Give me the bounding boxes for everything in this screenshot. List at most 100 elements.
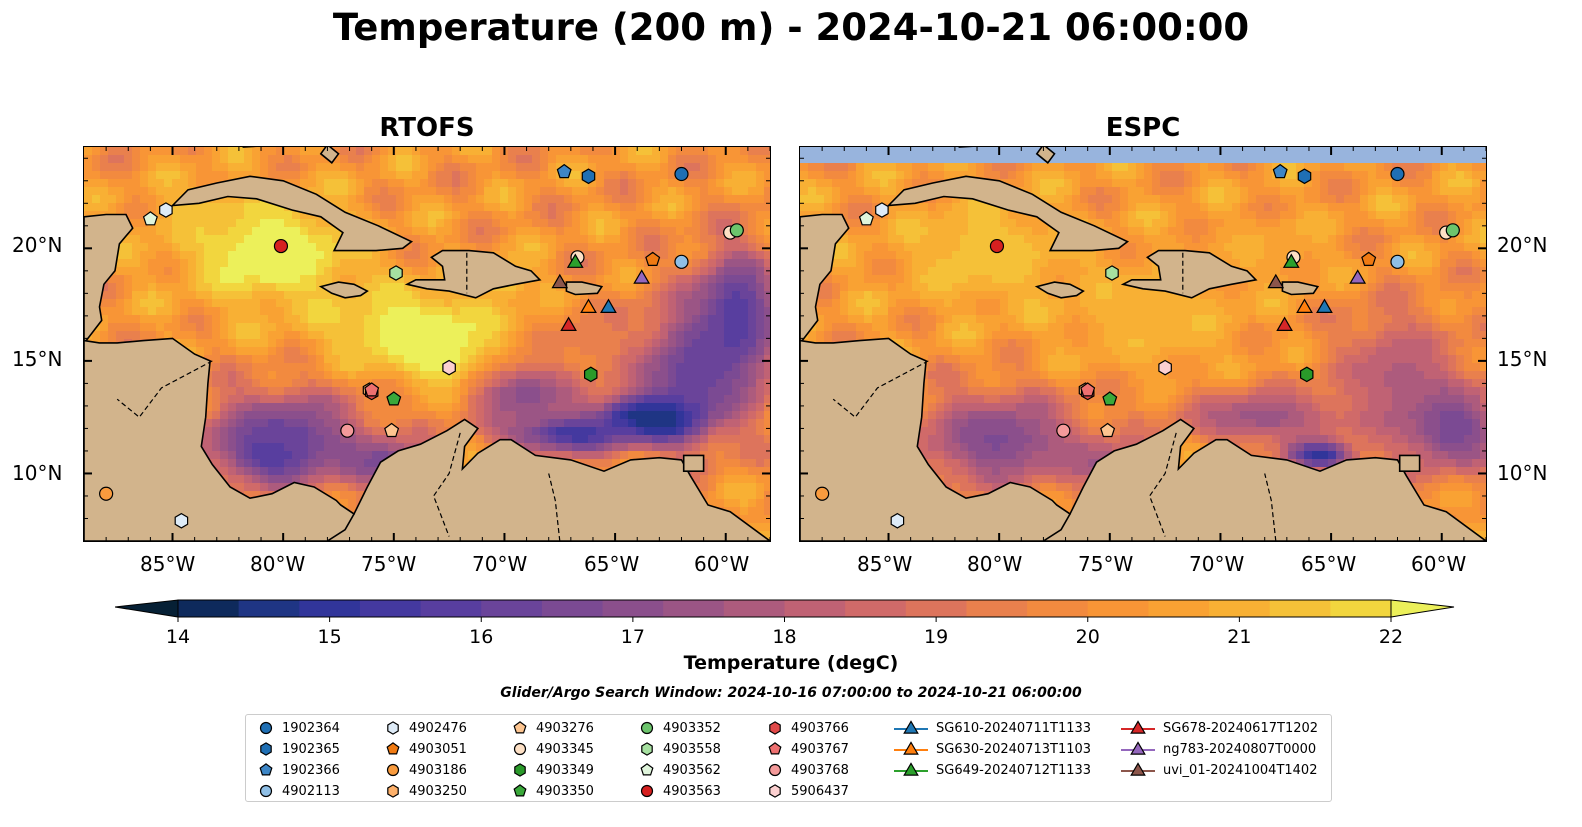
- legend-label: 4903563: [663, 783, 721, 799]
- platform-marker: [1272, 163, 1288, 179]
- platform-marker: [875, 202, 889, 218]
- platform-marker: [386, 391, 402, 406]
- platform-marker: [1158, 359, 1172, 376]
- land-yucatan: [800, 213, 850, 342]
- colorbar-tick-label: 19: [924, 626, 949, 648]
- y-tick-label: 15°N: [1497, 347, 1548, 371]
- legend-marker: [513, 721, 527, 734]
- legend-item: 4903186: [385, 760, 467, 780]
- colorbar-label: Temperature (degC): [683, 652, 899, 674]
- platform-marker: [1349, 269, 1367, 284]
- hexagon-marker-icon: [641, 742, 653, 756]
- legend-marker: [641, 742, 653, 756]
- platform-marker: [1056, 423, 1071, 438]
- hexagon-marker-icon: [769, 784, 781, 798]
- y-tick-label: 10°N: [12, 461, 63, 485]
- x-tick-label: 85°W: [140, 552, 196, 576]
- x-tick-label: 70°W: [1189, 552, 1245, 576]
- pentagon-marker-icon: [513, 784, 527, 797]
- platform-marker: [174, 512, 189, 529]
- legend-marker: [513, 784, 527, 797]
- legend-label: 4902476: [409, 720, 467, 736]
- platform-marker: [1390, 166, 1405, 182]
- platform-marker: [1102, 391, 1118, 406]
- legend-item: 4903563: [639, 781, 721, 801]
- legend-label: SG630-20240713T1103: [936, 741, 1092, 757]
- legend-item: 4903766: [767, 718, 849, 738]
- legend-item: 4903558: [639, 739, 721, 759]
- colorbar-tick-label: 20: [1075, 626, 1100, 648]
- x-tick-label: 65°W: [1301, 552, 1357, 576]
- pentagon-marker-icon: [259, 763, 273, 776]
- legend-item: 1902364: [258, 718, 340, 738]
- pentagon-marker-icon: [768, 742, 782, 755]
- platform-marker: [1100, 422, 1116, 438]
- colorbar-tick-label: 21: [1227, 626, 1252, 648]
- legend-label: 4903276: [536, 720, 594, 736]
- platform-marker: [1105, 265, 1119, 281]
- panel-title-espc: ESPC: [1105, 113, 1181, 143]
- legend-item: 4903345: [512, 739, 594, 759]
- legend-marker: [513, 742, 527, 756]
- hexagon-marker-icon: [387, 721, 399, 735]
- legend-item: 1902365: [258, 739, 340, 759]
- legend-item: 1902366: [258, 760, 340, 780]
- colorbar-segment: [1027, 600, 1089, 617]
- platform-marker: [584, 366, 598, 383]
- platform-marker: [1267, 273, 1285, 289]
- pentagon-marker-icon: [386, 742, 400, 755]
- platform-marker: [159, 202, 173, 218]
- legend-item: 5906437: [767, 781, 849, 801]
- legend-marker: [387, 784, 399, 798]
- land-southamerica: [800, 418, 1486, 541]
- colorbar-segment: [723, 600, 786, 617]
- platform-marker: [556, 163, 572, 179]
- legend-label: 1902365: [282, 741, 340, 757]
- legend-label: ng783-20240807T0000: [1163, 741, 1317, 757]
- land-bahamas: [319, 147, 340, 164]
- x-tick-label: 75°W: [361, 552, 417, 576]
- land-trinidad: [1398, 454, 1421, 473]
- platform-marker: [1300, 366, 1314, 383]
- x-tick-label: 60°W: [694, 552, 750, 576]
- border-line: [432, 432, 461, 537]
- hexagon-marker-icon: [769, 721, 781, 735]
- border-line: [548, 473, 561, 541]
- legend-item: SG649-20240712T1133: [894, 760, 1091, 780]
- land-centralamerica: [84, 337, 356, 541]
- platform-marker: [645, 251, 661, 267]
- legend-marker: [903, 741, 919, 755]
- platform-marker: [858, 211, 874, 226]
- circle-marker-icon: [640, 784, 654, 798]
- colorbar-tick-label: 14: [165, 626, 191, 648]
- legend-marker: [768, 763, 782, 777]
- land-trinidad: [682, 454, 705, 473]
- triangle-marker-icon: [1121, 762, 1155, 776]
- legend-marker: [1130, 720, 1146, 734]
- circle-marker-icon: [513, 742, 527, 756]
- colorbar-segment: [966, 600, 1028, 617]
- legend-item: 4902476: [385, 718, 467, 738]
- x-tick-label: 70°W: [472, 552, 528, 576]
- colorbar-segment: [299, 600, 361, 617]
- x-tick-label: 65°W: [584, 552, 640, 576]
- platform-marker: [1390, 254, 1405, 269]
- circle-marker-icon: [768, 763, 782, 777]
- legend-item: 4903051: [385, 739, 467, 759]
- legend-label: 4903562: [663, 762, 721, 778]
- legend-item: 4903767: [767, 739, 849, 759]
- platform-marker: [442, 359, 456, 376]
- triangle-marker-icon: [894, 741, 928, 755]
- legend-label: SG649-20240712T1133: [936, 762, 1092, 778]
- legend: 1902364 1902365 1902366 4902113 4902476 49030…: [245, 714, 1332, 802]
- platform-marker: [1276, 316, 1293, 331]
- legend-label: uvi_01-20241004T1402: [1163, 762, 1318, 778]
- platform-marker: [99, 486, 114, 501]
- figure-title: Temperature (200 m) - 2024-10-21 06:00:0…: [332, 6, 1250, 49]
- legend-marker: [769, 721, 781, 735]
- x-tick-label: 75°W: [1078, 552, 1134, 576]
- legend-marker: [387, 721, 399, 735]
- legend-marker: [386, 742, 400, 755]
- colorbar-segment: [663, 600, 725, 617]
- legend-label: 4903250: [409, 783, 467, 799]
